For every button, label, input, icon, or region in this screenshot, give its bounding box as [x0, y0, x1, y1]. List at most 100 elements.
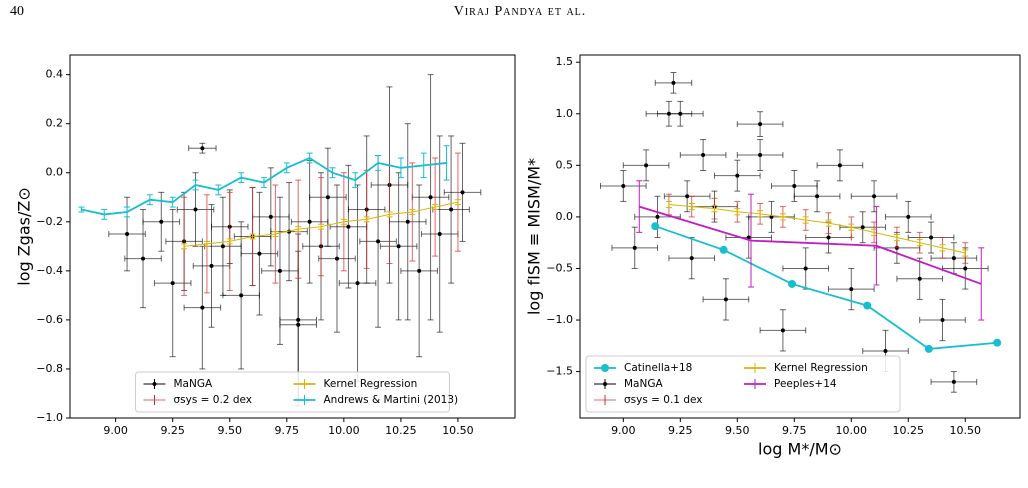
y-tick-label: −1.0	[36, 411, 63, 424]
data-point	[644, 163, 649, 168]
data-point	[335, 256, 339, 261]
y-tick-label: 0.5	[556, 158, 574, 171]
data-point	[815, 194, 820, 199]
data-point	[428, 195, 433, 200]
data-point	[863, 301, 872, 310]
data-point	[307, 219, 312, 224]
data-point	[257, 251, 262, 256]
y-tick-label: −0.6	[36, 313, 63, 326]
data-point	[651, 222, 660, 231]
y-tick-label: 0.0	[46, 166, 64, 179]
x-tick-label: 10.25	[385, 424, 417, 437]
data-point	[159, 219, 164, 224]
data-point	[993, 338, 1002, 347]
y-tick-label: −0.5	[546, 261, 573, 274]
data-point	[437, 232, 442, 237]
series-line	[654, 225, 998, 350]
data-point	[678, 111, 683, 116]
legend-glyph	[603, 382, 607, 386]
y-tick-label: −1.0	[546, 313, 573, 326]
plot-frame	[69, 54, 516, 419]
x-axis-label: log M*/M⊙	[758, 440, 842, 459]
data-point	[200, 146, 205, 151]
data-point	[125, 232, 130, 237]
data-point	[883, 348, 888, 353]
data-point	[209, 263, 214, 268]
data-point	[621, 183, 626, 188]
x-tick-label: 10.00	[328, 424, 360, 437]
y-tick-label: 0.2	[46, 117, 64, 130]
legend-label: Kernel Regression	[324, 378, 418, 390]
data-point	[405, 219, 410, 224]
data-point	[200, 305, 205, 310]
plot-area	[600, 72, 1002, 393]
y-tick-label: −0.2	[36, 215, 63, 228]
data-point	[671, 80, 676, 85]
legend-glyph	[601, 364, 609, 372]
data-point	[735, 173, 740, 178]
y-tick-label: −0.8	[36, 362, 63, 375]
data-point	[951, 379, 956, 384]
y-tick-label: 1.5	[556, 55, 574, 68]
data-point	[780, 328, 785, 333]
x-tick-label: 9.75	[782, 424, 807, 437]
data-point	[460, 190, 465, 195]
y-tick-label: −1.5	[546, 365, 573, 378]
series-line	[639, 205, 982, 285]
data-point	[376, 239, 381, 244]
data-point	[826, 235, 831, 240]
data-point	[325, 195, 330, 200]
legend-glyph	[152, 382, 157, 386]
data-point	[924, 344, 933, 353]
data-point	[849, 287, 854, 292]
x-tick-label: 10.50	[950, 424, 982, 437]
x-tick-label: 10.50	[442, 424, 474, 437]
y-axis-label: log fISM ≡ MISM/M*	[525, 158, 544, 315]
x-tick-label: 9.25	[160, 424, 185, 437]
data-point	[792, 183, 797, 188]
legend-label: Kernel Regression	[774, 362, 868, 374]
legend-label: Catinella+18	[624, 362, 692, 374]
x-tick-label: 9.25	[668, 424, 693, 437]
data-point	[940, 318, 945, 323]
data-point	[963, 266, 968, 271]
data-point	[239, 293, 244, 298]
data-point	[788, 279, 797, 288]
legend-label: Andrews & Martini (2013)	[324, 394, 459, 406]
legend-box	[135, 371, 450, 413]
x-tick-label: 10.25	[893, 424, 925, 437]
legend-label: σsys = 0.2 dex	[174, 394, 252, 406]
x-tick-label: 10.00	[836, 424, 868, 437]
data-point	[632, 245, 637, 250]
x-tick-label: 9.50	[725, 424, 750, 437]
data-point	[655, 214, 660, 219]
legend-label: MaNGA	[624, 378, 663, 390]
legend-label: Peeples+14	[774, 378, 837, 390]
data-point	[758, 153, 763, 158]
y-tick-label: −0.4	[36, 264, 63, 277]
data-point	[746, 235, 751, 240]
data-point	[723, 297, 728, 302]
plot-area	[78, 74, 482, 407]
data-point	[449, 207, 454, 212]
data-point	[685, 194, 690, 199]
data-point	[872, 194, 877, 199]
data-point	[951, 256, 956, 261]
series-line	[668, 204, 966, 254]
data-point	[268, 214, 273, 219]
data-point	[346, 224, 351, 229]
data-point	[355, 281, 360, 286]
x-tick-label: 9.00	[103, 424, 128, 437]
data-point	[220, 244, 225, 249]
data-point	[141, 256, 146, 261]
data-point	[837, 163, 842, 168]
page-number: 40	[10, 4, 24, 19]
data-point	[277, 268, 282, 273]
plot-frame	[579, 54, 1021, 419]
running-title: Viraj Pandya et al.	[454, 4, 587, 19]
x-tick-label: 9.50	[217, 424, 242, 437]
data-point	[719, 245, 728, 254]
data-point	[701, 153, 706, 158]
legend-label: MaNGA	[174, 378, 213, 390]
